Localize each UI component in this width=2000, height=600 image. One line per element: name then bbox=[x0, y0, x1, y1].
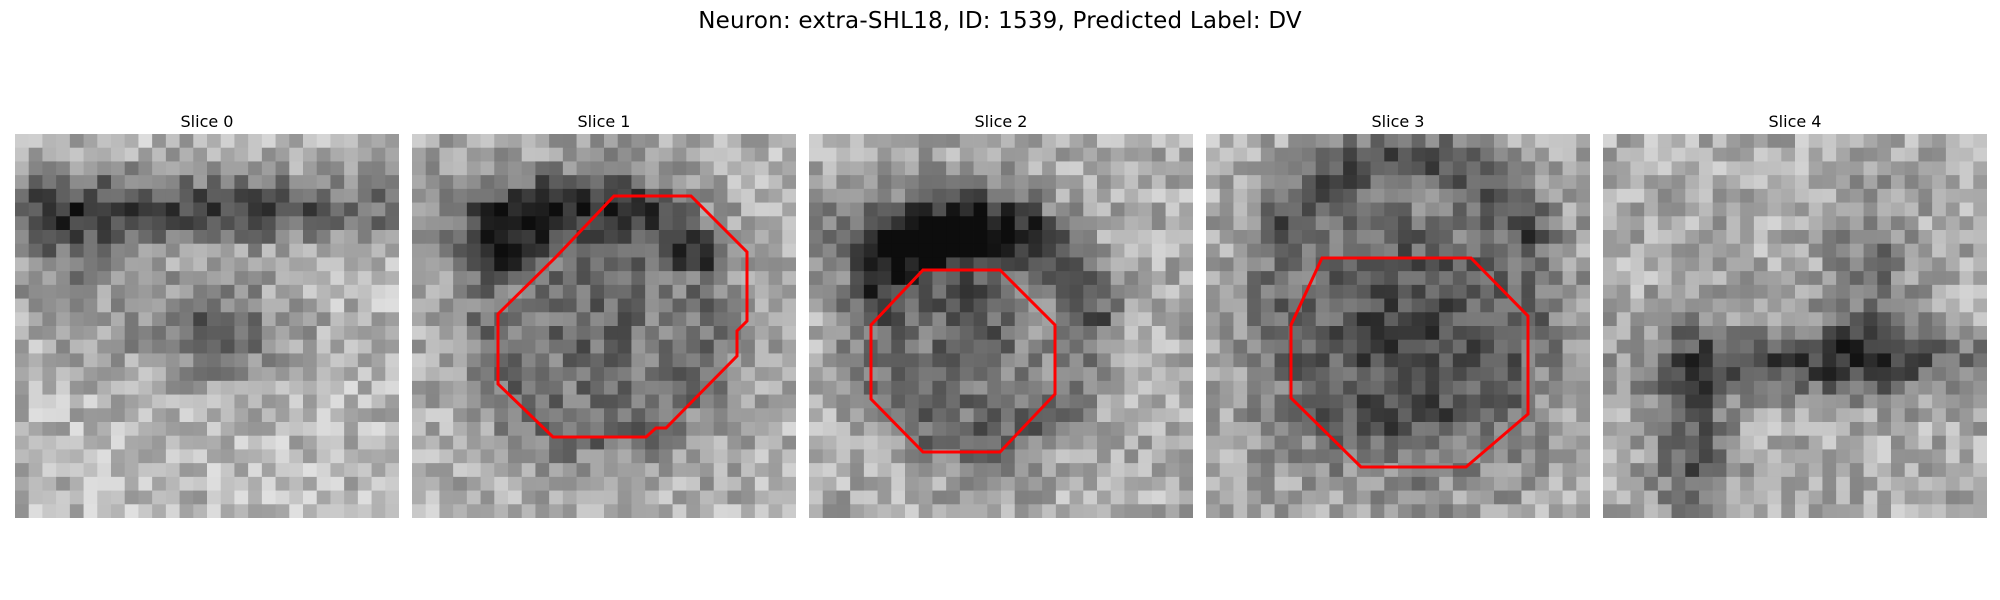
cell-contour-3 bbox=[1289, 256, 1530, 469]
slice-texture-4 bbox=[1603, 134, 1987, 518]
slice-panel-4: Slice 4 bbox=[1603, 110, 1987, 518]
slice-texture-0 bbox=[15, 134, 399, 518]
slice-panel-2: Slice 2 bbox=[809, 110, 1193, 518]
slice-panel-3: Slice 3 bbox=[1206, 110, 1590, 518]
slice-texture-1 bbox=[412, 134, 796, 518]
slice-title-3: Slice 3 bbox=[1371, 112, 1425, 131]
figure-title: Neuron: extra-SHL18, ID: 1539, Predicted… bbox=[698, 8, 1302, 34]
slice-title-4: Slice 4 bbox=[1768, 112, 1822, 131]
slice-panel-0: Slice 0 bbox=[15, 110, 399, 518]
slice-title-0: Slice 0 bbox=[180, 112, 234, 131]
slice-image-1 bbox=[412, 134, 796, 518]
cell-contour-1 bbox=[496, 194, 749, 439]
slice-title-1: Slice 1 bbox=[577, 112, 631, 131]
slice-image-0 bbox=[15, 134, 399, 518]
slice-texture-2 bbox=[809, 134, 1193, 518]
slice-title-2: Slice 2 bbox=[974, 112, 1028, 131]
slice-image-4 bbox=[1603, 134, 1987, 518]
slice-texture-3 bbox=[1206, 134, 1590, 518]
slice-image-3 bbox=[1206, 134, 1590, 518]
cell-contour-2 bbox=[869, 268, 1057, 454]
slice-image-2 bbox=[809, 134, 1193, 518]
slice-panel-1: Slice 1 bbox=[412, 110, 796, 518]
